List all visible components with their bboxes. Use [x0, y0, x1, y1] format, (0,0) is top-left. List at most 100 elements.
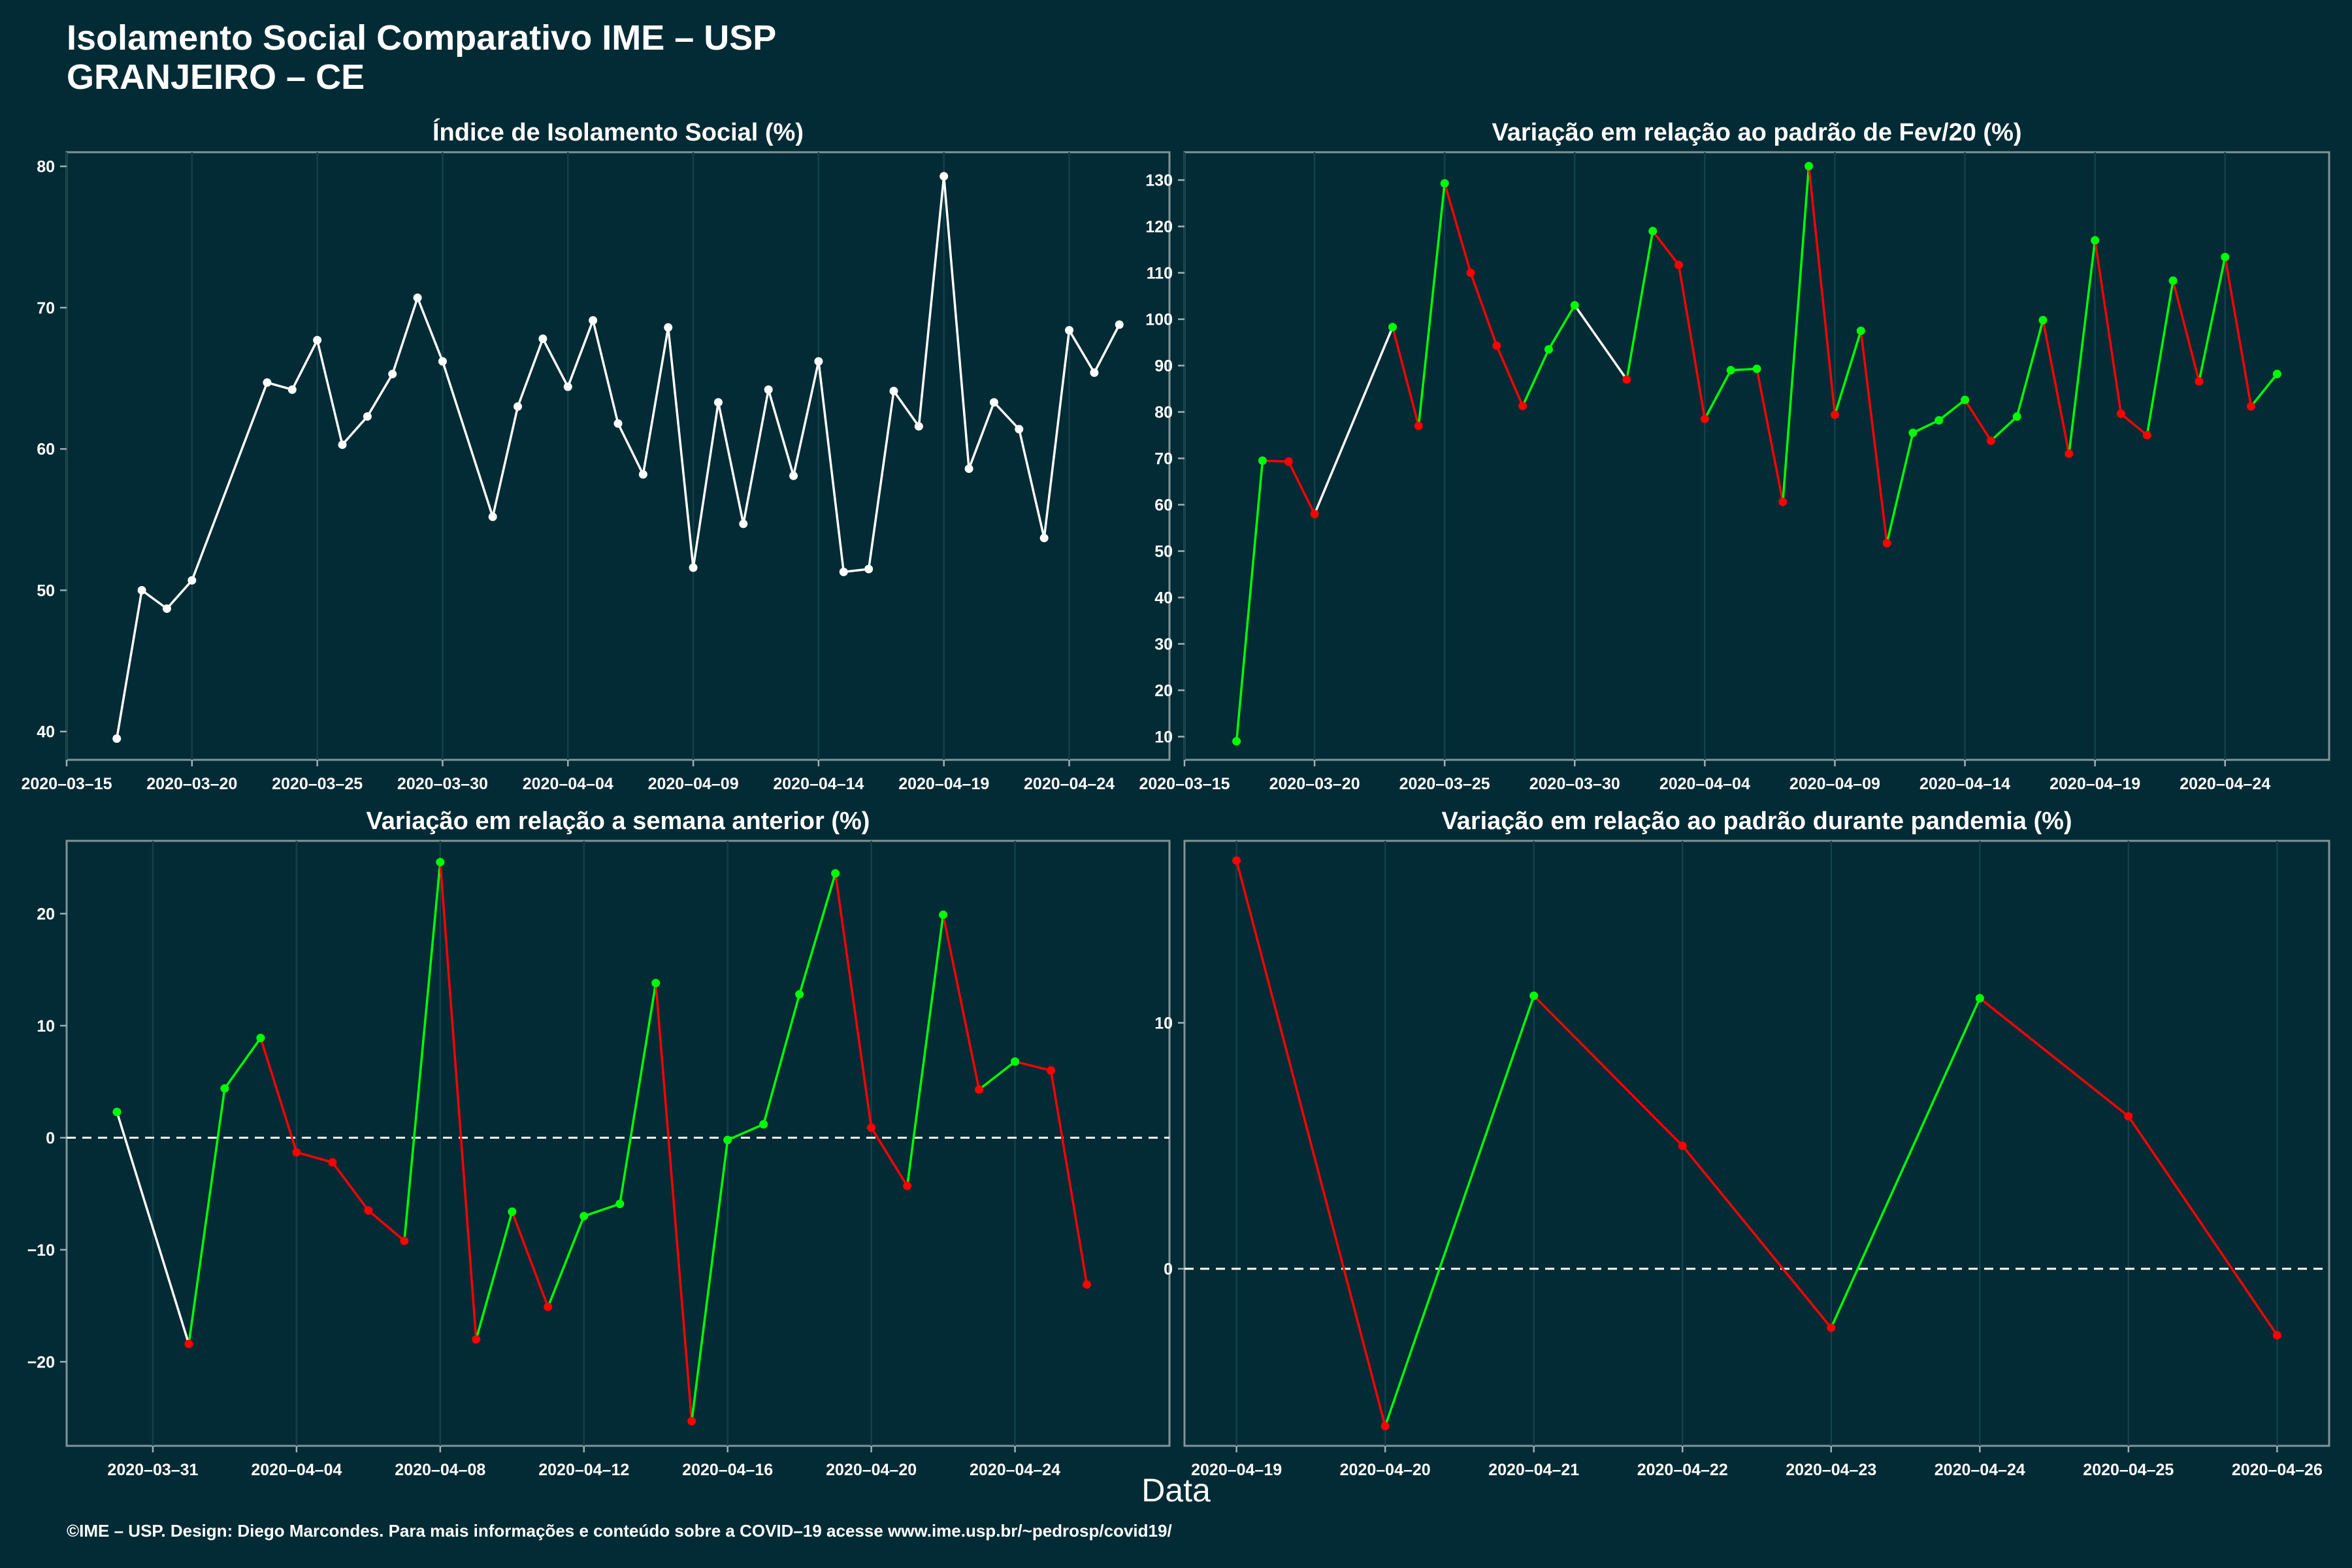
series-segment	[1235, 460, 1264, 742]
series-segment	[511, 1211, 549, 1307]
series-segment	[331, 1162, 370, 1211]
data-point	[664, 323, 673, 332]
data-point	[1986, 436, 1995, 446]
data-point	[1414, 421, 1423, 431]
series-segment	[2093, 240, 2123, 414]
y-tick-label: 10	[1154, 1015, 1173, 1033]
y-tick-label: 70	[1154, 450, 1173, 468]
data-point	[1882, 538, 1891, 547]
data-point	[1975, 994, 1984, 1003]
series-segment	[1782, 166, 1810, 502]
series-segment	[792, 361, 820, 476]
series-segment	[2146, 280, 2174, 436]
x-tick-label: 2020–03–20	[1269, 775, 1360, 793]
x-tick-label: 2020–04–26	[2232, 1461, 2323, 1479]
data-point	[1115, 320, 1124, 329]
data-point	[831, 869, 840, 878]
series-segment	[391, 297, 419, 375]
x-tick-label: 2020–04–24	[1935, 1461, 2025, 1479]
series-segment	[1625, 231, 1654, 380]
data-point	[313, 336, 322, 345]
series-segment	[366, 373, 394, 417]
series-segment	[259, 1037, 298, 1153]
data-point	[713, 398, 723, 407]
data-point	[2091, 236, 2100, 245]
series-segment	[2250, 373, 2278, 408]
data-point	[1830, 410, 1839, 419]
chart-panel-4: Variação em relação ao padrão durante pa…	[1154, 808, 2330, 1479]
x-tick-label: 2020–04–19	[2050, 775, 2140, 793]
series-segment	[1015, 1060, 1051, 1072]
data-point	[137, 585, 146, 595]
data-point	[1961, 395, 1970, 404]
series-segment	[767, 389, 795, 476]
series-segment	[1859, 331, 1888, 544]
x-tick-label: 2020–03–30	[397, 775, 488, 793]
series-segment	[798, 873, 837, 995]
x-tick-label: 2020–04–16	[682, 1461, 773, 1479]
data-point	[739, 519, 748, 529]
data-point	[2065, 449, 2074, 458]
series-segment	[968, 402, 996, 470]
data-point	[689, 563, 698, 572]
data-point	[580, 1211, 589, 1220]
series-segment	[717, 402, 745, 525]
data-point	[1232, 856, 1241, 865]
series-segment	[542, 338, 569, 387]
data-point	[759, 1120, 768, 1129]
data-point	[388, 370, 397, 379]
series-segment	[367, 1209, 405, 1242]
data-point	[1908, 429, 1918, 438]
data-point	[256, 1034, 265, 1043]
x-tick-label: 2020–04–24	[1024, 775, 1115, 793]
series-segment	[591, 319, 619, 424]
x-tick-label: 2020–04–14	[1919, 775, 2010, 793]
data-point	[1827, 1323, 1836, 1332]
data-point	[867, 1123, 876, 1132]
data-point	[287, 385, 297, 394]
series-segment	[617, 423, 644, 475]
data-point	[864, 564, 874, 574]
data-point	[1015, 425, 1024, 434]
data-point	[188, 576, 197, 585]
data-point	[220, 1084, 229, 1093]
x-tick-label: 2020–04–04	[1659, 775, 1750, 793]
data-point	[544, 1302, 553, 1311]
x-tick-label: 2020–03–20	[146, 775, 237, 793]
plot-frame	[65, 151, 1171, 761]
series-segment	[1235, 860, 1386, 1427]
series-segment	[892, 390, 920, 427]
data-point	[795, 990, 804, 999]
data-point	[975, 1085, 984, 1094]
data-point	[112, 734, 122, 743]
series-segment	[583, 1202, 621, 1218]
data-point	[964, 464, 973, 473]
data-point	[1090, 368, 1099, 377]
plot-frame	[65, 840, 1171, 1447]
x-tick-label: 2020–04–22	[1637, 1461, 1728, 1479]
data-point	[1700, 414, 1709, 423]
series-segment	[116, 590, 143, 739]
series-segment	[1807, 166, 1837, 415]
series-segment	[439, 862, 478, 1340]
data-point	[889, 387, 898, 396]
series-segment	[642, 327, 670, 475]
series-segment	[1547, 304, 1576, 350]
series-segment	[1495, 345, 1524, 407]
data-point	[2221, 252, 2230, 261]
data-point	[613, 419, 623, 428]
data-point	[1284, 457, 1293, 466]
data-point	[1039, 533, 1049, 542]
data-point	[2272, 369, 2281, 378]
data-point	[538, 334, 547, 343]
series-segment	[1964, 399, 1992, 442]
data-point	[1935, 416, 1944, 425]
x-tick-label: 2020–03–15	[1139, 775, 1230, 793]
data-point	[438, 357, 447, 366]
x-tick-label: 2020–04–04	[251, 1461, 342, 1479]
data-point	[2012, 412, 2021, 421]
series-segment	[547, 1215, 585, 1308]
y-tick-label: 0	[46, 1129, 55, 1147]
data-point	[1083, 1280, 1092, 1289]
data-point	[338, 440, 347, 449]
